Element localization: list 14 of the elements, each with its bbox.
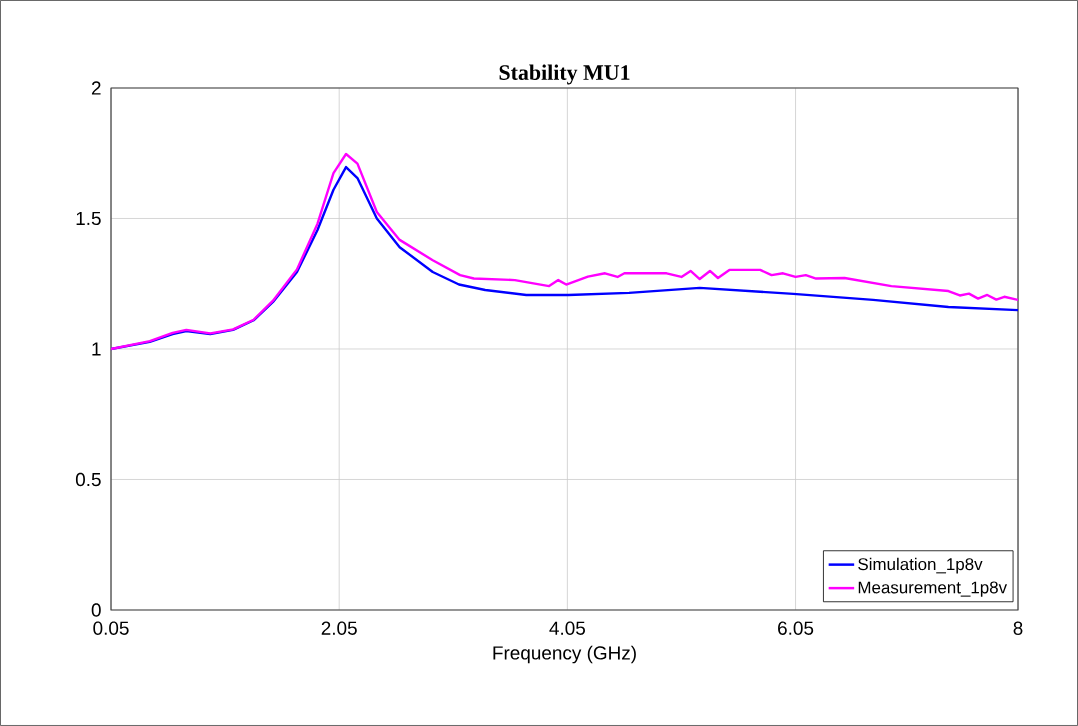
y-tick-label: 2	[91, 81, 101, 95]
legend-label: Simulation_1p8v	[858, 557, 983, 574]
x-tick-label: 4.05	[549, 621, 585, 635]
x-tick-label: 8	[1013, 621, 1023, 635]
x-tick-label: 2.05	[321, 621, 357, 635]
legend-label: Measurement_1p8v	[858, 581, 1008, 597]
chart-title: Stability MU1	[499, 64, 630, 85]
y-tick-label: 1.5	[76, 211, 101, 226]
x-tick-label: 0.05	[93, 621, 129, 635]
x-tick-label: 6.05	[778, 621, 814, 635]
y-tick-label: 0.5	[75, 472, 101, 487]
x-axis-title: Frequency (GHz)	[493, 645, 636, 664]
y-tick-label: 0	[91, 603, 101, 617]
y-tick-label: 1	[92, 342, 101, 356]
